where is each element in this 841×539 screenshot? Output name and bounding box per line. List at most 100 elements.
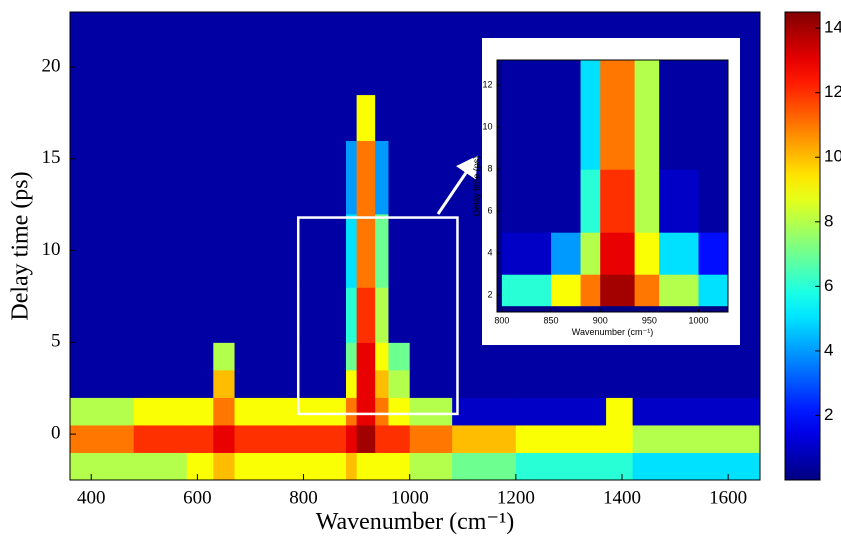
heat-cell bbox=[551, 60, 582, 170]
heat-cell bbox=[292, 94, 347, 141]
heat-cell bbox=[551, 274, 582, 307]
heat-cell bbox=[133, 424, 188, 453]
heat-cell bbox=[346, 12, 358, 96]
heat-cell bbox=[375, 342, 389, 371]
heat-cell bbox=[213, 342, 236, 371]
heat-cell bbox=[356, 213, 376, 288]
heat-cell bbox=[698, 60, 728, 170]
heat-cell bbox=[501, 232, 552, 275]
y-tick-label: 2 bbox=[487, 290, 492, 300]
heat-cell bbox=[659, 169, 700, 233]
heat-cell bbox=[356, 369, 376, 398]
heat-cell bbox=[606, 397, 634, 426]
x-tick-label: 900 bbox=[593, 315, 608, 325]
heat-cell bbox=[186, 94, 214, 141]
y-tick-label: 10 bbox=[42, 239, 61, 260]
heat-cell bbox=[409, 424, 453, 453]
heat-cell bbox=[346, 213, 358, 288]
heat-cell bbox=[186, 287, 214, 343]
x-tick-label: 1000 bbox=[391, 487, 429, 508]
heat-cell bbox=[186, 12, 214, 96]
heat-cell bbox=[388, 424, 411, 453]
heat-cell bbox=[698, 232, 728, 275]
y-tick-label: 10 bbox=[482, 122, 492, 132]
heat-cell bbox=[213, 140, 236, 215]
heat-cell bbox=[600, 169, 636, 233]
heat-cell bbox=[133, 342, 188, 371]
heat-cell bbox=[234, 397, 294, 426]
heat-cell bbox=[659, 232, 700, 275]
heat-cell bbox=[452, 397, 517, 426]
heat-cell bbox=[388, 452, 411, 480]
y-tick-label: 12 bbox=[482, 80, 492, 90]
heat-cell bbox=[346, 287, 358, 343]
heat-cell bbox=[634, 169, 660, 233]
heat-cell bbox=[600, 232, 636, 275]
heat-cell bbox=[600, 60, 636, 170]
colorbar-tick-label: 14 bbox=[824, 18, 841, 37]
y-tick-label: 4 bbox=[487, 248, 492, 258]
heatmap bbox=[497, 60, 728, 312]
heat-cell bbox=[292, 452, 347, 480]
heat-cell bbox=[375, 12, 389, 96]
heat-cell bbox=[606, 452, 634, 480]
heat-cell bbox=[186, 424, 214, 453]
heat-cell bbox=[606, 342, 634, 371]
y-tick-label: 8 bbox=[487, 164, 492, 174]
heat-cell bbox=[388, 369, 411, 398]
heat-cell bbox=[234, 369, 294, 398]
heat-cell bbox=[133, 213, 188, 288]
heat-cell bbox=[409, 213, 453, 288]
y-tick-label: 6 bbox=[487, 206, 492, 216]
heat-cell bbox=[186, 452, 214, 480]
colorbar-tick-label: 10 bbox=[824, 147, 841, 166]
colorbar-tick-label: 4 bbox=[824, 340, 833, 359]
heat-cell bbox=[292, 140, 347, 215]
heat-cell bbox=[186, 397, 214, 426]
x-tick-label: 1000 bbox=[688, 315, 708, 325]
heat-cell bbox=[346, 94, 358, 141]
heat-cell bbox=[452, 369, 517, 398]
heat-cell bbox=[346, 397, 358, 426]
heat-cell bbox=[133, 12, 188, 96]
heat-cell bbox=[213, 213, 236, 288]
heat-cell bbox=[698, 169, 728, 233]
heat-cell bbox=[388, 213, 411, 288]
heat-cell bbox=[70, 94, 135, 141]
x-axis-label: Wavenumber (cm⁻¹) bbox=[316, 509, 515, 535]
heat-cell bbox=[580, 274, 601, 307]
colorbar-tick-label: 8 bbox=[824, 211, 833, 230]
heat-cell bbox=[234, 342, 294, 371]
y-axis-label: Delay time (ps) bbox=[471, 156, 481, 217]
heat-cell bbox=[356, 140, 376, 215]
y-axis-label: Delay time (ps) bbox=[8, 171, 34, 320]
heat-cell bbox=[375, 213, 389, 288]
heat-cell bbox=[634, 232, 660, 275]
colorbar-tick-label: 12 bbox=[824, 82, 841, 101]
heat-cell bbox=[356, 397, 376, 426]
heat-cell bbox=[234, 140, 294, 215]
heat-cell bbox=[356, 452, 376, 480]
heat-cell bbox=[346, 424, 358, 453]
heat-cell bbox=[515, 424, 607, 453]
heat-cell bbox=[292, 424, 347, 453]
heat-cell bbox=[600, 274, 636, 307]
heat-cell bbox=[213, 94, 236, 141]
heat-cell bbox=[70, 342, 135, 371]
x-tick-label: 800 bbox=[494, 315, 509, 325]
heat-cell bbox=[234, 94, 294, 141]
heat-cell bbox=[409, 287, 453, 343]
heat-cell bbox=[501, 60, 552, 170]
heat-cell bbox=[632, 397, 760, 426]
colorbar bbox=[784, 11, 821, 481]
heat-cell bbox=[346, 342, 358, 371]
heat-cell bbox=[388, 94, 411, 141]
colorbar-tick-label: 6 bbox=[824, 276, 833, 295]
y-tick-label: 0 bbox=[51, 422, 61, 443]
heat-cell bbox=[234, 287, 294, 343]
heat-cell bbox=[515, 342, 607, 371]
heat-cell bbox=[186, 342, 214, 371]
x-tick-label: 1400 bbox=[603, 487, 641, 508]
heat-cell bbox=[388, 287, 411, 343]
heat-cell bbox=[632, 369, 760, 398]
